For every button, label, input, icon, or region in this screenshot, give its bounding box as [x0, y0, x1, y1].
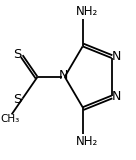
Text: N: N	[59, 69, 68, 82]
Text: S: S	[14, 48, 22, 61]
Text: NH₂: NH₂	[75, 5, 98, 18]
Text: CH₃: CH₃	[1, 114, 20, 124]
Text: NH₂: NH₂	[75, 135, 98, 148]
Text: S: S	[14, 93, 22, 106]
Text: N: N	[112, 90, 121, 103]
Text: N: N	[112, 50, 121, 63]
